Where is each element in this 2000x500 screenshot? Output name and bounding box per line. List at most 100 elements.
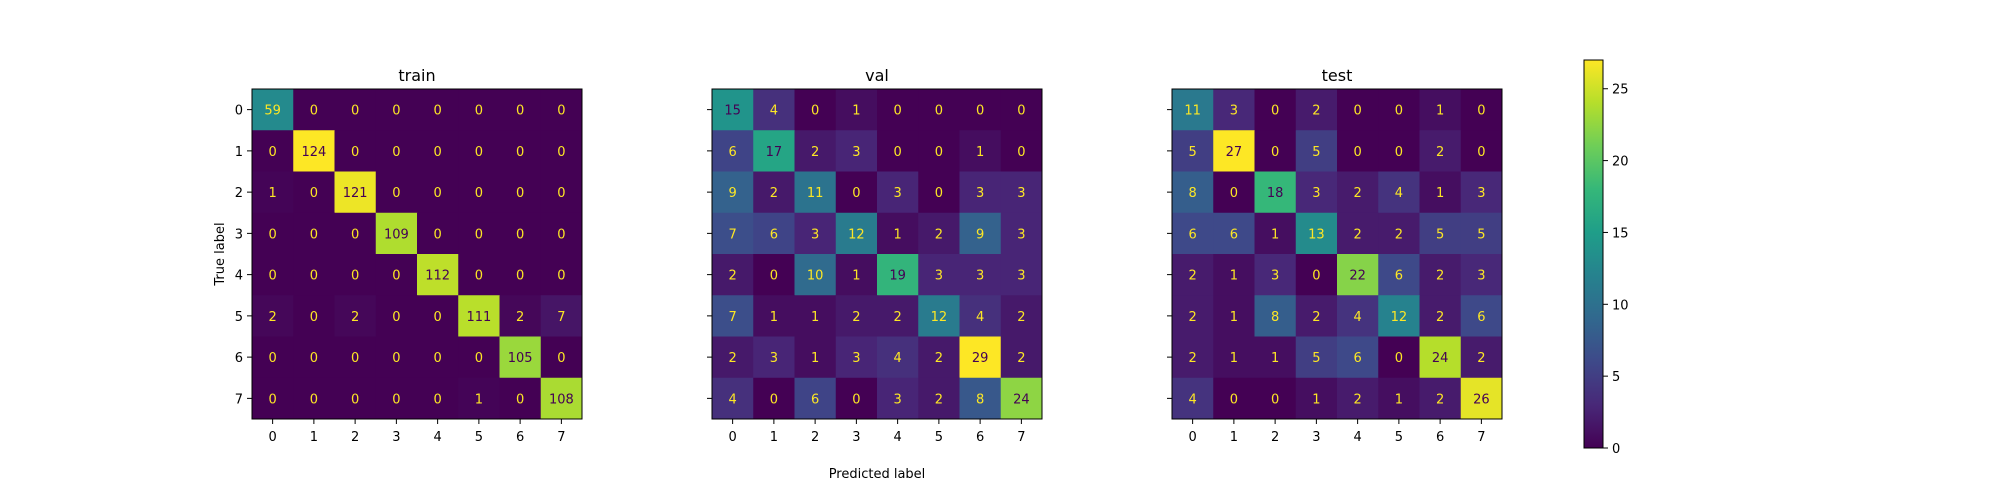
heatmap-cell (1213, 212, 1255, 255)
y-tick-label: 0 (235, 104, 243, 119)
heatmap-cell (334, 254, 377, 296)
heatmap-cell (1460, 336, 1503, 379)
heatmap-cell (334, 377, 377, 420)
heatmap-cell (712, 295, 754, 337)
heatmap-cell (712, 212, 754, 255)
heatmap-cell (252, 377, 294, 420)
heatmap-cell (499, 254, 542, 296)
cell-value: 0 (1395, 351, 1403, 366)
cell-value: 0 (310, 310, 318, 325)
x-tick-label: 4 (1353, 430, 1361, 445)
cell-value: 2 (1436, 392, 1444, 407)
heatmap-cell (375, 171, 418, 214)
heatmap-cell (877, 171, 919, 214)
heatmap-cell (1254, 171, 1297, 214)
cell-value: 0 (433, 351, 441, 366)
cell-value: 1 (811, 351, 819, 366)
heatmap-cell (1378, 295, 1420, 337)
heatmap-cell (1295, 254, 1338, 296)
cell-value: 4 (770, 104, 778, 119)
heatmap-cell (375, 295, 418, 337)
cell-value: 0 (935, 104, 943, 119)
heatmap-cell (1213, 130, 1255, 172)
heatmap-cell (458, 171, 500, 214)
x-tick-label: 0 (728, 430, 736, 445)
heatmap-cell (959, 254, 1002, 296)
cell-value: 17 (766, 145, 783, 160)
heatmap-cell (1295, 212, 1338, 255)
cell-value: 2 (728, 269, 736, 284)
heatmap-cell (753, 130, 795, 172)
heatmap-cell (499, 295, 542, 337)
heatmap-cell (334, 130, 377, 172)
cell-value: 0 (310, 227, 318, 242)
heatmap-cell (458, 89, 500, 131)
cell-value: 2 (1312, 104, 1320, 119)
x-tick-label: 5 (935, 430, 943, 445)
heatmap-cell (877, 212, 919, 255)
cell-value: 6 (728, 145, 736, 160)
heatmap-cell (918, 295, 960, 337)
cell-value: 0 (1017, 104, 1025, 119)
heatmap-cell (877, 89, 919, 131)
heatmap-cell (877, 254, 919, 296)
x-tick-label: 1 (310, 430, 318, 445)
cell-value: 1 (1436, 186, 1444, 201)
heatmap-cell (540, 295, 583, 337)
cell-value: 3 (770, 351, 778, 366)
cell-value: 1 (770, 310, 778, 325)
heatmap-cell (1419, 212, 1462, 255)
heatmap-cell (1172, 89, 1214, 131)
cell-value: 1 (852, 104, 860, 119)
cell-value: 2 (1188, 269, 1196, 284)
cell-value: 0 (475, 351, 483, 366)
heatmap-cell (1460, 212, 1503, 255)
heatmap-cell (540, 89, 583, 131)
cell-value: 121 (343, 186, 368, 201)
x-tick-label: 6 (1436, 430, 1444, 445)
cell-value: 0 (516, 269, 524, 284)
cell-value: 0 (351, 227, 359, 242)
heatmap-cell (293, 295, 335, 337)
cell-value: 0 (1395, 104, 1403, 119)
x-tick-label: 5 (1395, 430, 1403, 445)
heatmap-cell (334, 212, 377, 255)
heatmap-cell (1000, 171, 1043, 214)
heatmap-cell (1295, 89, 1338, 131)
heatmap-cell (1295, 295, 1338, 337)
heatmap-cell (1295, 336, 1338, 379)
heatmap-cell (794, 89, 837, 131)
cell-value: 2 (1395, 227, 1403, 242)
cell-value: 0 (310, 269, 318, 284)
cell-value: 3 (935, 269, 943, 284)
x-tick-label: 1 (770, 430, 778, 445)
cell-value: 0 (392, 310, 400, 325)
heatmap-cell (835, 254, 878, 296)
cell-value: 1 (1271, 351, 1279, 366)
heatmap-cell (1378, 171, 1420, 214)
cell-value: 0 (1353, 104, 1361, 119)
cell-value: 0 (557, 145, 565, 160)
cell-value: 1 (811, 310, 819, 325)
heatmap-cell (918, 171, 960, 214)
x-tick-label: 6 (976, 430, 984, 445)
heatmap-cell (1419, 336, 1462, 379)
heatmap-cell (959, 377, 1002, 420)
cell-value: 1 (475, 392, 483, 407)
heatmap-cell (252, 336, 294, 379)
heatmap-cell (835, 212, 878, 255)
cell-value: 3 (1477, 269, 1485, 284)
heatmap-cell (334, 171, 377, 214)
cell-value: 0 (811, 104, 819, 119)
cell-value: 2 (770, 186, 778, 201)
colorbar-tick-label: 25 (1612, 83, 1629, 98)
heatmap-cell (877, 295, 919, 337)
cell-value: 0 (1230, 186, 1238, 201)
heatmap-cell (1213, 254, 1255, 296)
heatmap-cell (1172, 212, 1214, 255)
cell-value: 3 (1477, 186, 1485, 201)
heatmap-cell (1000, 295, 1043, 337)
heatmap-cell (1172, 254, 1214, 296)
cell-value: 2 (1353, 227, 1361, 242)
cell-value: 4 (728, 392, 736, 407)
